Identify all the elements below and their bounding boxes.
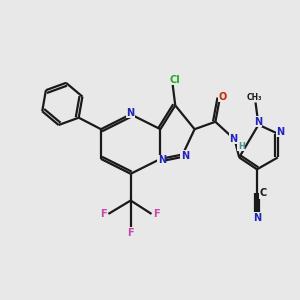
Text: CH₃: CH₃ (246, 93, 262, 102)
Text: N: N (158, 155, 166, 165)
Text: N: N (253, 213, 261, 224)
Text: F: F (128, 228, 134, 238)
Text: N: N (229, 134, 237, 144)
Text: N: N (127, 108, 135, 118)
Text: Cl: Cl (169, 75, 180, 85)
Text: H: H (238, 142, 245, 151)
Text: F: F (100, 209, 106, 219)
Text: F: F (154, 209, 160, 219)
Text: N: N (254, 117, 262, 127)
Text: N: N (276, 127, 284, 136)
Text: O: O (219, 92, 227, 101)
Text: N: N (181, 151, 189, 161)
Text: C: C (260, 188, 267, 198)
